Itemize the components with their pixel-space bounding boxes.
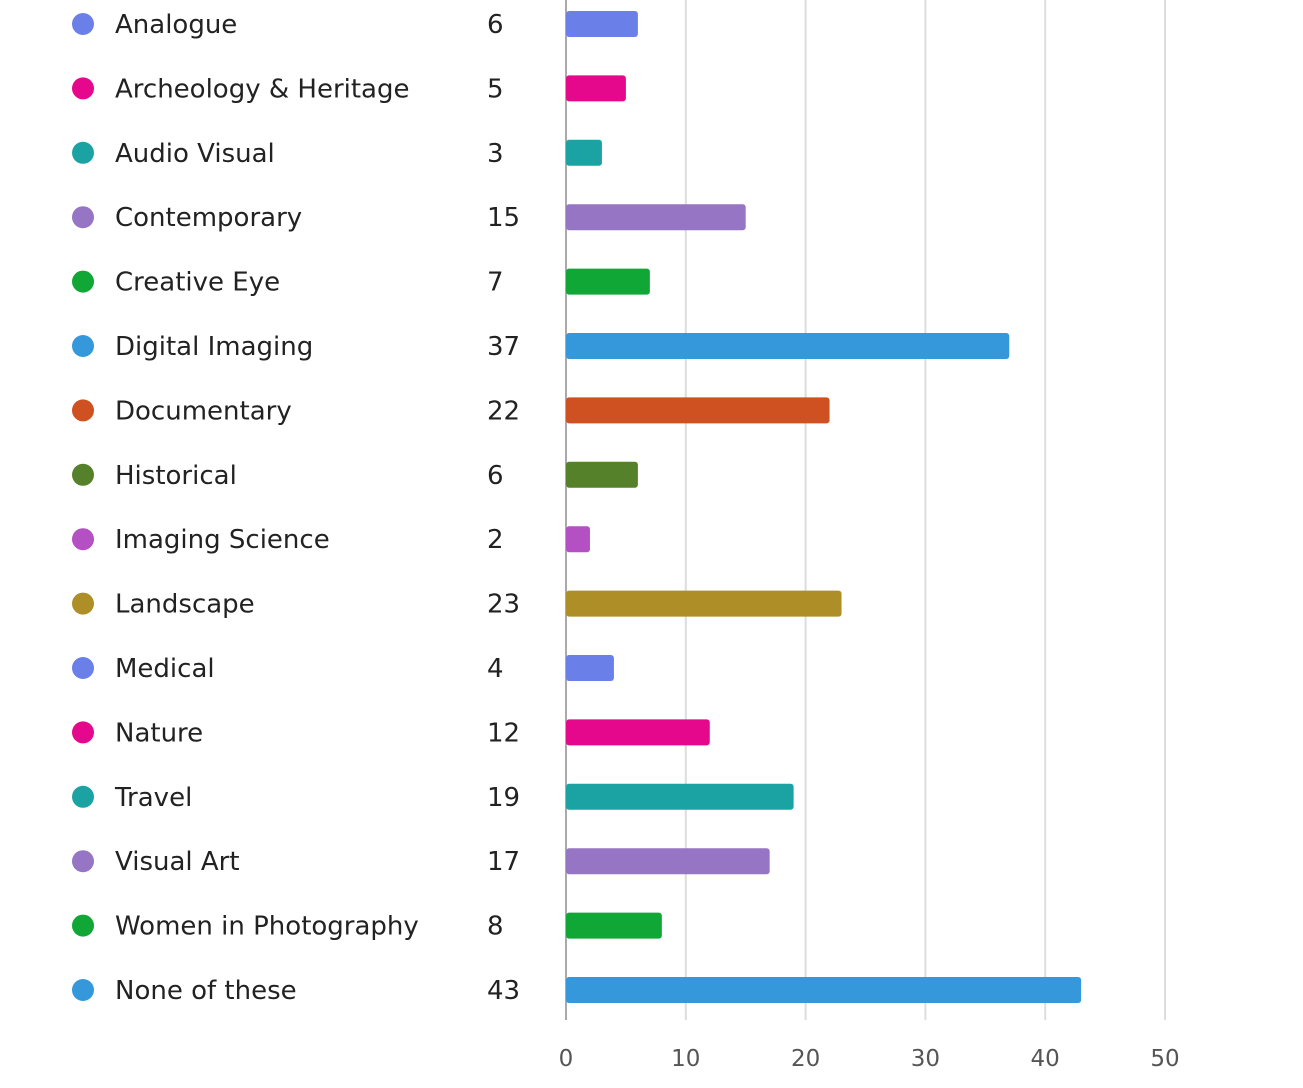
value-label: 19: [487, 783, 520, 813]
bar: [566, 655, 614, 681]
bar: [566, 139, 602, 166]
value-label: 15: [487, 203, 520, 233]
bar: [566, 461, 638, 488]
x-tick-label: 20: [791, 1046, 820, 1072]
value-label: 37: [487, 332, 520, 362]
bar: [566, 912, 662, 939]
legend-dot: [72, 785, 94, 808]
category-label: Digital Imaging: [115, 332, 313, 362]
legend-dot: [72, 335, 94, 357]
x-axis: 0 10 20 30 40 50: [559, 1046, 1180, 1072]
value-label: 3: [487, 139, 504, 169]
category-label: Audio Visual: [115, 139, 275, 169]
bar: [566, 11, 638, 37]
value-label: 6: [487, 10, 504, 40]
value-label: 6: [487, 461, 504, 491]
value-label: 2: [487, 525, 504, 555]
category-rows: Analogue 6 Archeology & Heritage 5 Audio Vis…: [72, 10, 520, 1006]
category-label: Creative Eye: [115, 268, 280, 298]
bar: [566, 397, 830, 424]
legend-dot: [72, 270, 94, 293]
legend-dot: [72, 141, 94, 164]
bar: [566, 848, 770, 875]
category-label: Women in Photography: [115, 912, 419, 942]
x-tick-label: 50: [1150, 1046, 1179, 1072]
category-label: Medical: [115, 654, 215, 684]
value-label: 43: [487, 976, 520, 1006]
category-label: Nature: [115, 718, 203, 748]
value-label: 22: [487, 396, 520, 426]
category-label: Landscape: [115, 590, 255, 620]
value-label: 7: [487, 268, 504, 298]
legend-dot: [72, 399, 94, 422]
x-tick-label: 30: [911, 1046, 940, 1072]
bars: [566, 11, 1082, 1003]
x-tick-label: 40: [1031, 1046, 1060, 1072]
legend-dot: [72, 77, 94, 100]
value-label: 23: [487, 590, 520, 620]
bar: [566, 333, 1010, 359]
legend-dot: [72, 914, 94, 937]
category-label: Historical: [115, 461, 237, 491]
category-label: Analogue: [115, 10, 237, 40]
bar: [566, 783, 794, 810]
bar: [566, 526, 590, 553]
bar: [566, 204, 746, 231]
bar: [566, 719, 710, 746]
x-tick-label: 0: [559, 1046, 574, 1072]
bar: [566, 977, 1082, 1003]
legend-dot: [72, 592, 94, 615]
legend-dot: [72, 657, 94, 679]
category-label: Archeology & Heritage: [115, 74, 410, 104]
legend-dot: [72, 206, 94, 229]
value-label: 8: [487, 912, 504, 942]
value-label: 4: [487, 654, 504, 684]
x-tick-label: 10: [671, 1046, 700, 1072]
category-label: Contemporary: [115, 203, 302, 233]
bar: [566, 268, 650, 295]
value-label: 17: [487, 847, 520, 877]
legend-dot: [72, 463, 94, 486]
category-label: Travel: [114, 783, 192, 813]
value-label: 5: [487, 74, 504, 104]
legend-dot: [72, 13, 94, 35]
legend-dot: [72, 528, 94, 551]
legend-dot: [72, 721, 94, 744]
category-label: None of these: [115, 976, 297, 1006]
legend-dot: [72, 979, 94, 1001]
bar: [566, 590, 842, 617]
category-label: Documentary: [115, 396, 292, 426]
value-label: 12: [487, 718, 520, 748]
legend-dot: [72, 850, 94, 873]
bar: [566, 75, 626, 102]
category-label: Visual Art: [115, 847, 240, 877]
category-label: Imaging Science: [115, 525, 330, 555]
